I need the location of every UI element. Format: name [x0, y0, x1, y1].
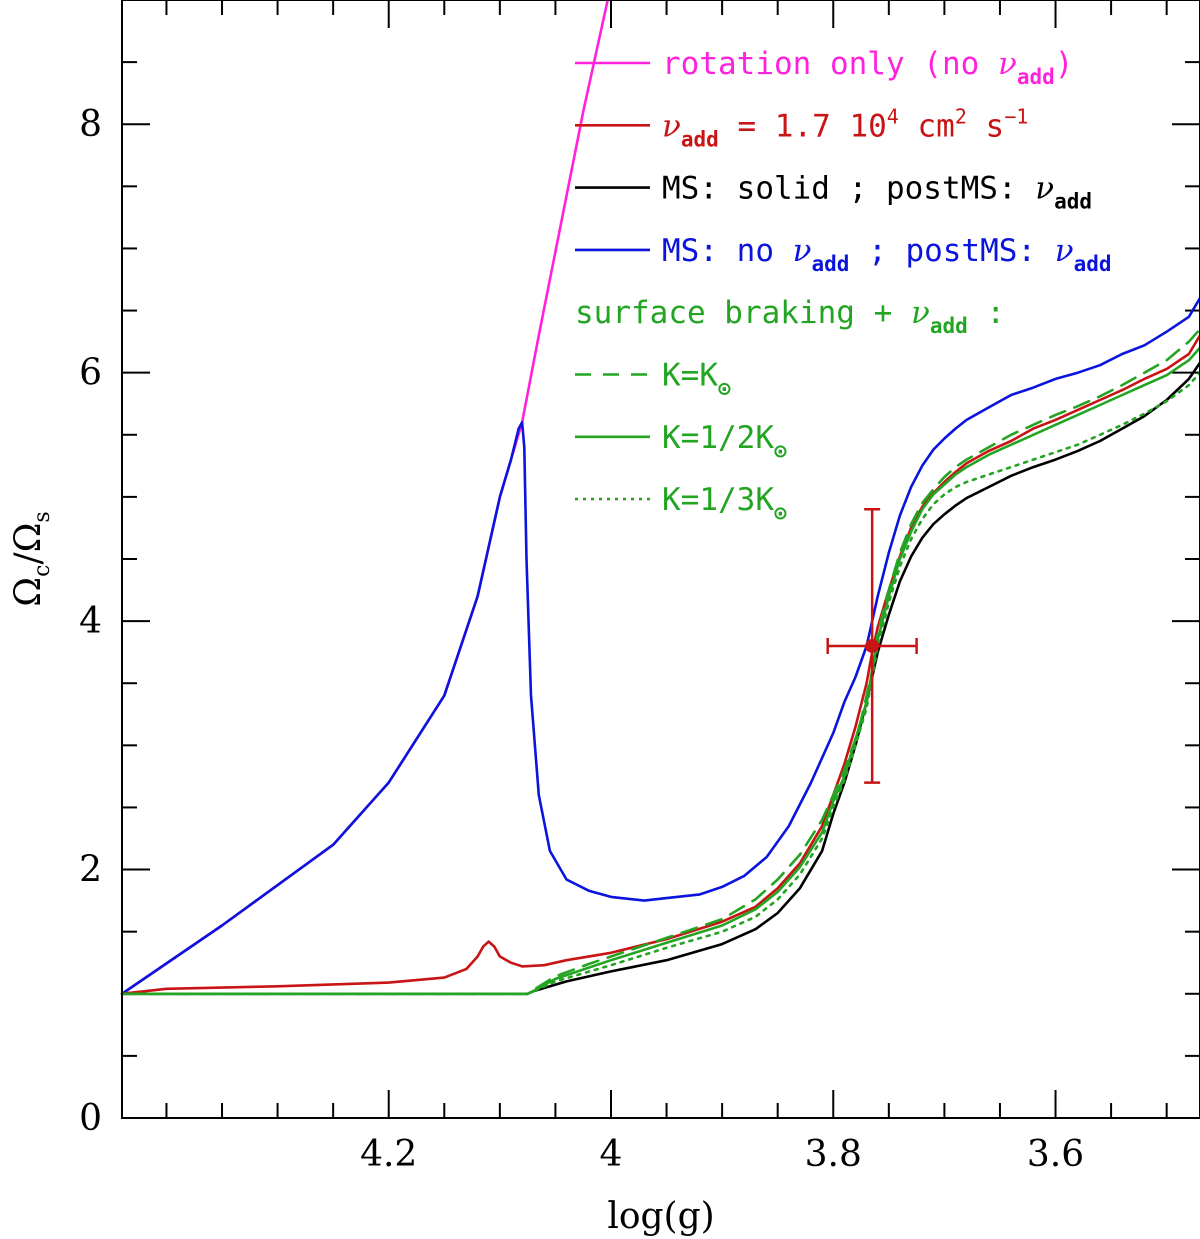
y-tick-label: 8: [79, 104, 102, 145]
plot-frame: [121, 0, 1200, 1119]
legend-text-part: −1: [1004, 104, 1028, 128]
axis-ticks: [122, 0, 1200, 1119]
legend-text-part: 4: [887, 104, 899, 128]
x-tick-label: 3.6: [1027, 1134, 1084, 1175]
observation-marker: [865, 638, 880, 653]
legend-text-part: s: [967, 108, 1004, 144]
legend-label-braking-header: surface braking + νadd :: [575, 295, 1005, 338]
series-line-6: [120, 371, 1200, 996]
series-line-2: [120, 334, 1200, 996]
legend-text-part: ; postMS:: [849, 233, 1054, 269]
legend-label-k1: K=K⊙: [662, 358, 731, 401]
y-tick-label: 2: [79, 850, 102, 891]
legend-text-part: cm: [899, 108, 955, 144]
legend-label-nuadd: νadd = 1.7 104 cm2 s−1: [662, 104, 1028, 151]
legend-text-part: rotation only (no: [662, 46, 998, 82]
legend-text-part: ν: [1055, 233, 1074, 269]
legend-text-part: add: [930, 314, 968, 338]
legend-text-part: MS: no: [662, 233, 793, 269]
legend-text-part: ν: [793, 233, 812, 269]
legend-text-part: ν: [998, 46, 1017, 82]
legend-text-part: ν: [911, 295, 930, 331]
legend-text-part: add: [1054, 190, 1092, 214]
y-axis-omega-1: Ω: [8, 577, 49, 607]
legend-text-part: 2: [955, 104, 967, 128]
x-tick-label: 4.2: [360, 1134, 417, 1175]
x-axis-title: log(g): [607, 1196, 714, 1237]
y-tick-label: 6: [79, 353, 102, 394]
y-axis-title: Ωc/Ωs: [8, 511, 55, 606]
y-axis-slash: /: [8, 552, 49, 565]
y-tick-label: 0: [79, 1098, 102, 1139]
series-line-5: [120, 346, 1200, 996]
legend-text-part: ): [1055, 46, 1074, 82]
legend-label-rotation: rotation only (no νadd): [662, 46, 1073, 89]
y-tick-label: 4: [79, 601, 102, 642]
tick-labels: 0 2 4 6 8 4.2 4 3.8 3.6: [79, 104, 1084, 1175]
y-axis-sub-s: s: [30, 511, 55, 522]
legend-text-part: ⊙: [774, 501, 787, 525]
series-lines: [120, 0, 1200, 996]
legend-text-part: :: [968, 295, 1005, 331]
legend-text-part: K=1/2K: [662, 420, 774, 456]
legend-label-ms-solid: MS: solid ; postMS: νadd: [662, 171, 1092, 214]
legend-label-k3: K=1/3K⊙: [662, 482, 787, 525]
x-tick-label: 3.8: [805, 1134, 862, 1175]
series-line-1: [120, 296, 1200, 996]
legend-text-part: add: [681, 127, 719, 151]
legend: rotation only (no νadd)νadd = 1.7 104 cm…: [575, 46, 1112, 525]
legend-label-k2: K=1/2K⊙: [662, 420, 787, 463]
legend-text-part: = 1.7 10: [719, 108, 887, 144]
legend-text-part: K=K: [662, 358, 718, 394]
legend-label-ms-no: MS: no νadd ; postMS: νadd: [662, 233, 1112, 276]
legend-text-part: K=1/3K: [662, 482, 774, 518]
legend-text-part: ν: [1035, 171, 1054, 207]
legend-text-part: ν: [662, 108, 681, 144]
legend-text-part: add: [1017, 65, 1055, 89]
legend-text-part: add: [1074, 252, 1112, 276]
legend-text-part: ⊙: [718, 377, 731, 401]
legend-text-part: surface braking +: [575, 295, 911, 331]
y-axis-sub-c: c: [30, 565, 55, 577]
legend-text-part: ⊙: [774, 439, 787, 463]
legend-text-part: add: [812, 252, 850, 276]
legend-text-part: MS: solid ; postMS:: [662, 171, 1035, 207]
series-line-3: [120, 361, 1200, 996]
observation-point: [826, 508, 918, 784]
y-axis-omega-2: Ω: [8, 523, 49, 553]
x-tick-label: 4: [600, 1134, 623, 1175]
